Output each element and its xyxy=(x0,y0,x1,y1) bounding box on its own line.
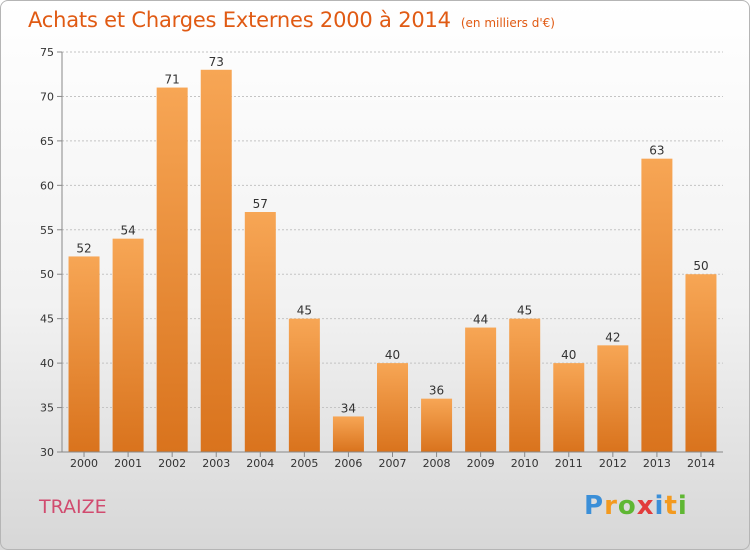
bar-value-label: 54 xyxy=(120,224,135,238)
bar-value-label: 36 xyxy=(429,384,444,398)
axes: 30 35 40 45 50 55 60 65 70 75 2000 2001 2002 2003 2004… xyxy=(40,46,723,470)
bar-value-label: 44 xyxy=(473,313,488,327)
y-tick-label: 70 xyxy=(40,90,54,103)
bar-value-label: 73 xyxy=(209,55,224,69)
bar xyxy=(641,158,673,452)
y-tick-label: 75 xyxy=(40,46,54,59)
bar xyxy=(597,345,629,452)
bar-value-label: 63 xyxy=(649,144,664,158)
y-tick-label: 40 xyxy=(40,357,54,370)
bar xyxy=(244,212,276,452)
x-tick-label: 2014 xyxy=(687,457,715,470)
bar xyxy=(288,318,320,452)
y-tick-label: 30 xyxy=(40,446,54,459)
x-tick-label: 2000 xyxy=(70,457,98,470)
bar xyxy=(421,398,453,452)
bar xyxy=(332,416,364,452)
bar-value-label: 50 xyxy=(693,259,708,273)
x-tick-label: 2013 xyxy=(643,457,671,470)
bar-value-label: 42 xyxy=(605,330,620,344)
x-tick-label: 2011 xyxy=(555,457,583,470)
x-tick-label: 2007 xyxy=(379,457,407,470)
x-tick-label: 2008 xyxy=(423,457,451,470)
bar xyxy=(200,69,232,453)
bar-value-label: 52 xyxy=(76,241,91,255)
bar xyxy=(156,87,188,453)
data-labels: 52 54 71 73 57 45 34 40 36 44 45 40 42 63 50 xyxy=(76,55,708,416)
y-tick-label: 50 xyxy=(40,268,54,281)
bar xyxy=(553,363,585,452)
y-tick-label: 45 xyxy=(40,313,54,326)
chart-title: Achats et Charges Externes 2000 à 2014 (e… xyxy=(28,8,555,32)
bar-value-label: 45 xyxy=(297,304,312,318)
bar-value-label: 57 xyxy=(253,197,268,211)
x-tick-label: 2001 xyxy=(114,457,142,470)
proxiti-logo[interactable]: Proxiti xyxy=(584,491,688,521)
y-tick-label: 55 xyxy=(40,224,54,237)
bar xyxy=(68,256,100,452)
x-tick-label: 2004 xyxy=(246,457,274,470)
x-tick-label: 2005 xyxy=(290,457,318,470)
x-tick-label: 2006 xyxy=(334,457,362,470)
x-tick-label: 2012 xyxy=(599,457,627,470)
bar-value-label: 45 xyxy=(517,304,532,318)
y-tick-label: 65 xyxy=(40,135,54,148)
y-tick-label: 35 xyxy=(40,402,54,415)
bar-value-label: 40 xyxy=(385,348,400,362)
x-tick-label: 2010 xyxy=(511,457,539,470)
commune-name: TRAIZE xyxy=(39,496,107,518)
bar-value-label: 34 xyxy=(341,401,356,415)
bar xyxy=(377,363,408,452)
x-tick-label: 2002 xyxy=(158,457,186,470)
bars xyxy=(68,69,717,453)
y-tick-label: 60 xyxy=(40,179,54,192)
bar xyxy=(112,238,144,452)
bar xyxy=(685,274,717,452)
bar-value-label: 71 xyxy=(165,73,180,87)
bar-value-label: 40 xyxy=(561,348,576,362)
x-tick-label: 2009 xyxy=(467,457,495,470)
chart-subtitle: (en milliers d'€) xyxy=(460,16,555,30)
chart-title-text: Achats et Charges Externes 2000 à 2014 xyxy=(28,8,451,32)
bar xyxy=(509,318,541,452)
x-tick-label: 2003 xyxy=(202,457,230,470)
bar xyxy=(465,327,497,452)
